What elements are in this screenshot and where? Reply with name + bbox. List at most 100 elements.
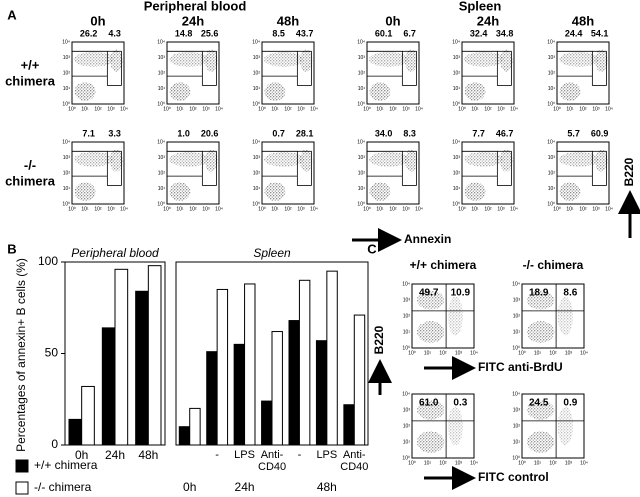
x-tick-label: 10² — [284, 106, 292, 112]
x-tick-label: 10³ — [565, 460, 573, 466]
percentage: 32.4 — [470, 28, 488, 38]
percentage: 14.8 — [175, 28, 193, 38]
group-title: Spleen — [459, 0, 502, 13]
y-tick-label: 10³ — [253, 55, 261, 61]
y-tick-label: 10³ — [513, 407, 521, 413]
cell-cloud — [169, 82, 191, 101]
y-tick-label: 10⁰ — [62, 101, 70, 107]
x-tick-label: 10⁴ — [215, 206, 223, 212]
x-tick-label: 10³ — [202, 106, 210, 112]
x-tick-label: 10² — [94, 206, 102, 212]
y-tick-label: 10¹ — [403, 439, 411, 445]
x-tick-label: 10⁰ — [458, 206, 466, 212]
percentage: 34.0 — [375, 128, 393, 138]
x-tick-label: 10² — [439, 350, 447, 356]
axis-label: Annexin — [404, 232, 451, 246]
y-tick-label: 10¹ — [453, 186, 461, 192]
y-tick-label: 10⁴ — [157, 39, 165, 45]
y-tick-label: 10² — [403, 423, 411, 429]
group-label: 48h — [317, 480, 337, 494]
x-tick-label: 10⁰ — [408, 350, 416, 356]
percentage: 26.2 — [80, 28, 98, 38]
x-tick-label: 10⁴ — [215, 106, 223, 112]
x-tick-label: 10³ — [497, 106, 505, 112]
percentage: 3.3 — [108, 128, 121, 138]
percentage: 10.9 — [451, 288, 471, 299]
y-tick-label: 10⁰ — [157, 201, 165, 207]
cell-cloud — [299, 149, 313, 172]
bar — [101, 327, 116, 446]
y-tick-label: 10⁴ — [62, 139, 70, 145]
y-tick-label: 10² — [513, 423, 521, 429]
x-tick-label: 10⁴ — [120, 106, 128, 112]
axis-label: B220 — [622, 157, 636, 186]
y-tick-label: 10³ — [403, 407, 411, 413]
y-tick-label: 10³ — [453, 55, 461, 61]
percentage: 49.7 — [419, 288, 439, 299]
y-tick-label: 10¹ — [158, 186, 166, 192]
y-tick-label: 10³ — [358, 155, 366, 161]
x-tick-label: 10⁰ — [163, 106, 171, 112]
x-tick-label: 10³ — [497, 206, 505, 212]
x-tick-label: 10¹ — [81, 206, 89, 212]
x-tick-label: 10² — [389, 206, 397, 212]
percentage: 34.8 — [496, 28, 514, 38]
group-title: Peripheral blood — [144, 0, 247, 13]
bar — [68, 418, 83, 446]
cell-cloud — [369, 151, 409, 167]
x-tick-label: 10³ — [592, 206, 600, 212]
axis-label: B220 — [372, 325, 386, 354]
bar — [326, 270, 338, 446]
gate — [106, 50, 122, 86]
bar — [271, 331, 283, 446]
y-tick-label: 10⁰ — [512, 455, 520, 461]
y-tick-label: 10¹ — [548, 186, 556, 192]
bar — [244, 283, 256, 446]
percentage: 43.7 — [296, 28, 314, 38]
percentage: 18.9 — [529, 288, 549, 299]
y-tick-label: 10² — [453, 70, 461, 76]
time-label: 48h — [572, 13, 594, 28]
gate — [496, 50, 512, 86]
y-tick-label: 10⁴ — [512, 281, 520, 287]
y-tick-label: 10⁴ — [402, 281, 410, 287]
time-label: 0h — [90, 13, 105, 28]
x-tick-label: - — [297, 449, 302, 461]
percentage: 61.0 — [419, 398, 439, 409]
percentage: 6.7 — [403, 28, 416, 38]
y-tick-label: 10⁴ — [452, 39, 460, 45]
x-tick-label: 10⁰ — [363, 206, 371, 212]
y-tick-label: 10⁰ — [402, 455, 410, 461]
x-tick-label: LPS — [234, 449, 255, 461]
cell-cloud — [369, 51, 409, 67]
x-tick-label: 10⁰ — [68, 106, 76, 112]
percentage: 46.7 — [496, 128, 514, 138]
x-tick-label: 48h — [138, 448, 158, 462]
y-tick-label: 10² — [63, 70, 71, 76]
x-tick-label: 10³ — [455, 350, 463, 356]
y-tick-label: 10² — [253, 70, 261, 76]
cell-cloud — [464, 182, 486, 201]
x-tick-label: 10⁴ — [580, 460, 588, 466]
y-tick-label: 10⁰ — [512, 345, 520, 351]
y-tick-label: 10³ — [158, 155, 166, 161]
x-tick-label: 10⁴ — [470, 350, 478, 356]
percentage: 28.1 — [296, 128, 314, 138]
cell-cloud — [526, 400, 555, 420]
y-tick-label: 10⁴ — [252, 39, 260, 45]
x-tick-label: 0h — [75, 448, 88, 462]
cell-cloud — [416, 400, 445, 420]
y-tick-label: 100 — [38, 254, 58, 268]
y-tick-label: 10⁰ — [252, 101, 260, 107]
percentage: 7.7 — [472, 128, 485, 138]
y-tick-label: 10⁴ — [357, 39, 365, 45]
y-tick-label: 10² — [513, 313, 521, 319]
y-tick-label: 10¹ — [253, 86, 261, 92]
x-tick-label: 10¹ — [176, 206, 184, 212]
x-tick-label: 10² — [94, 106, 102, 112]
time-label: 0h — [385, 13, 400, 28]
time-label: 48h — [277, 13, 299, 28]
bar — [114, 268, 129, 446]
x-tick-label: 10¹ — [376, 206, 384, 212]
